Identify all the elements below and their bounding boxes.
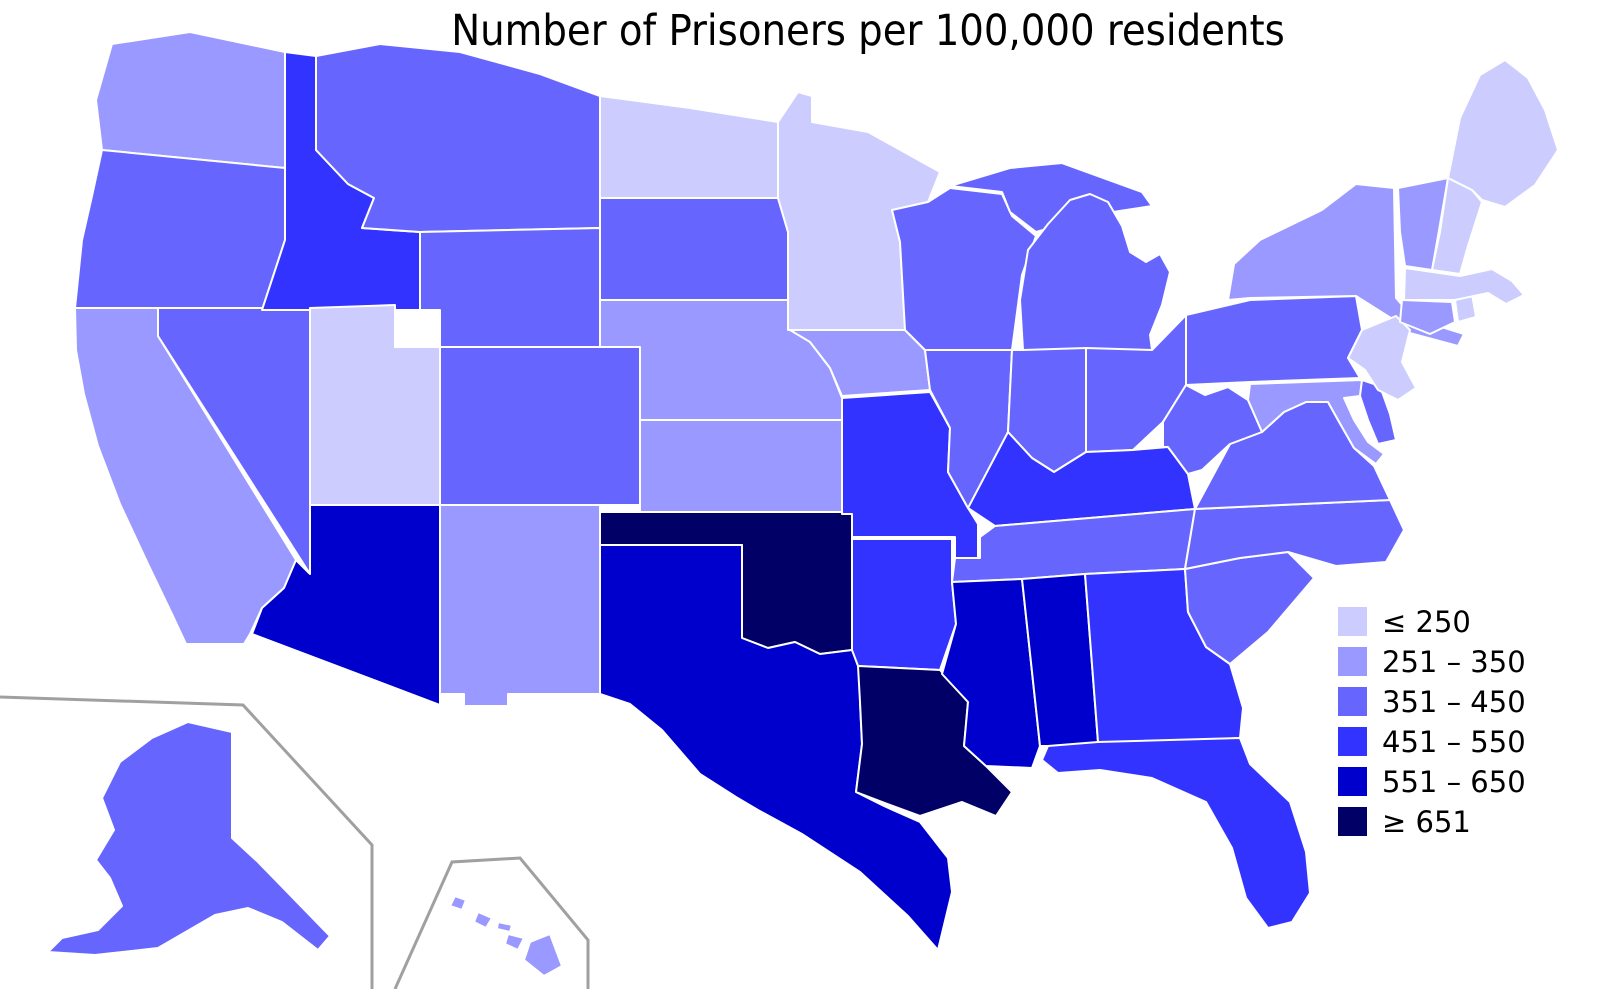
legend-label: 351 – 450: [1382, 684, 1526, 719]
state-connecticut: [1399, 299, 1456, 335]
legend-row: 551 – 650: [1338, 764, 1526, 799]
state-hawaii-kauai: [449, 895, 467, 911]
hawaii-inset-border: [393, 856, 590, 989]
state-washington: [95, 31, 286, 169]
state-south-dakota: [599, 197, 789, 301]
legend-label: 551 – 650: [1382, 764, 1526, 799]
state-north-dakota: [599, 95, 779, 199]
alaska-inset-border: [0, 695, 374, 989]
legend-label: 451 – 550: [1382, 724, 1526, 759]
state-massachusetts: [1403, 267, 1525, 305]
state-california: [74, 307, 297, 645]
state-florida: [1041, 737, 1311, 929]
state-pennsylvania: [1185, 295, 1363, 386]
legend-label: ≤ 250: [1382, 604, 1471, 639]
state-maryland: [1247, 379, 1385, 465]
legend-row: ≤ 250: [1338, 604, 1526, 639]
state-kansas: [639, 419, 843, 513]
state-oregon: [74, 149, 286, 311]
legend-row: ≥ 651: [1338, 804, 1526, 839]
state-hawaii-maui: [504, 933, 525, 951]
legend-swatch-ge-651: [1338, 807, 1367, 836]
state-hawaii-big-island: [523, 933, 563, 977]
state-north-carolina: [1184, 499, 1405, 570]
state-wyoming: [419, 227, 601, 348]
legend-label: 251 – 350: [1382, 644, 1526, 679]
state-arkansas: [851, 538, 957, 671]
state-west-virginia: [1162, 384, 1263, 475]
state-new-mexico: [439, 504, 601, 707]
legend-row: 451 – 550: [1338, 724, 1526, 759]
state-utah: [309, 304, 441, 506]
legend-row: 251 – 350: [1338, 644, 1526, 679]
state-texas: [599, 544, 953, 951]
state-michigan-lower: [1019, 193, 1171, 351]
legend-swatch-251-350: [1338, 647, 1367, 676]
state-michigan-upper: [949, 162, 1153, 233]
legend: ≤ 250 251 – 350 351 – 450 451 – 550 551 …: [1338, 604, 1526, 847]
state-hawaii-molokai: [496, 921, 513, 933]
map-title: Number of Prisoners per 100,000 resident…: [451, 6, 1285, 56]
state-alaska: [47, 721, 331, 956]
state-maine: [1447, 59, 1559, 208]
legend-swatch-451-550: [1338, 727, 1367, 756]
legend-row: 351 – 450: [1338, 684, 1526, 719]
legend-label: ≥ 651: [1382, 804, 1471, 839]
legend-swatch-551-650: [1338, 767, 1367, 796]
state-colorado: [439, 346, 641, 506]
state-hawaii-oahu: [473, 911, 493, 929]
legend-swatch-le-250: [1338, 607, 1367, 636]
legend-swatch-351-450: [1338, 687, 1367, 716]
